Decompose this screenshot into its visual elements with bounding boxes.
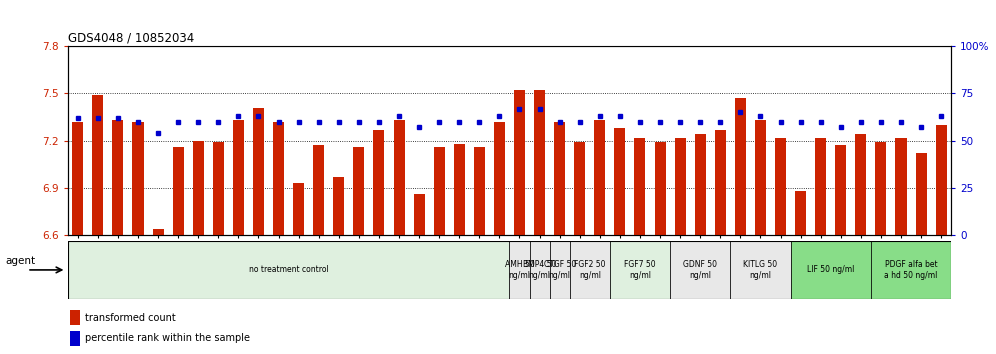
Bar xyxy=(534,90,545,235)
Text: percentile rank within the sample: percentile rank within the sample xyxy=(86,333,250,343)
Bar xyxy=(514,90,525,235)
Bar xyxy=(113,120,124,235)
Text: transformed count: transformed count xyxy=(86,313,176,323)
Bar xyxy=(895,138,906,235)
Text: BMP4 50
ng/ml: BMP4 50 ng/ml xyxy=(523,260,556,280)
Text: no treatment control: no treatment control xyxy=(249,266,329,274)
Bar xyxy=(856,135,867,235)
Bar xyxy=(152,229,163,235)
Bar xyxy=(71,310,81,325)
Text: GDS4048 / 10852034: GDS4048 / 10852034 xyxy=(68,32,194,45)
Bar xyxy=(494,122,505,235)
Bar xyxy=(715,130,726,235)
Bar xyxy=(313,145,325,235)
Bar xyxy=(509,241,530,299)
Bar xyxy=(68,241,509,299)
Bar xyxy=(93,95,104,235)
Bar xyxy=(815,138,827,235)
Bar xyxy=(374,130,384,235)
Text: FGF7 50
ng/ml: FGF7 50 ng/ml xyxy=(624,260,655,280)
Bar xyxy=(775,138,786,235)
Text: LIF 50 ng/ml: LIF 50 ng/ml xyxy=(807,266,855,274)
Bar xyxy=(795,191,806,235)
Bar xyxy=(273,122,284,235)
Bar xyxy=(454,144,465,235)
Bar xyxy=(670,241,730,299)
Bar xyxy=(132,122,143,235)
Bar xyxy=(233,120,244,235)
Bar xyxy=(875,142,886,235)
Bar xyxy=(530,241,550,299)
Bar xyxy=(71,331,81,346)
Bar xyxy=(595,120,606,235)
Bar xyxy=(735,98,746,235)
Bar xyxy=(253,108,264,235)
Bar xyxy=(213,142,224,235)
Bar xyxy=(674,138,685,235)
Bar xyxy=(615,128,625,235)
Bar xyxy=(935,125,946,235)
Text: PDGF alfa bet
a hd 50 ng/ml: PDGF alfa bet a hd 50 ng/ml xyxy=(884,260,937,280)
Bar xyxy=(393,120,404,235)
Bar xyxy=(413,194,424,235)
Bar xyxy=(293,183,304,235)
Bar xyxy=(474,147,485,235)
Bar xyxy=(836,145,847,235)
Text: agent: agent xyxy=(5,256,36,266)
Bar xyxy=(192,141,204,235)
Bar xyxy=(433,147,444,235)
Bar xyxy=(915,153,926,235)
Text: AMH 50
ng/ml: AMH 50 ng/ml xyxy=(505,260,535,280)
Bar xyxy=(554,122,565,235)
Bar xyxy=(755,120,766,235)
Text: KITLG 50
ng/ml: KITLG 50 ng/ml xyxy=(743,260,778,280)
Bar xyxy=(730,241,791,299)
Text: GDNF 50
ng/ml: GDNF 50 ng/ml xyxy=(683,260,717,280)
Bar xyxy=(694,135,706,235)
Bar xyxy=(610,241,670,299)
Bar xyxy=(634,138,645,235)
Bar xyxy=(871,241,951,299)
Bar xyxy=(575,142,586,235)
Bar xyxy=(73,122,84,235)
Text: CTGF 50
ng/ml: CTGF 50 ng/ml xyxy=(544,260,576,280)
Bar xyxy=(550,241,570,299)
Bar xyxy=(172,147,183,235)
Text: FGF2 50
ng/ml: FGF2 50 ng/ml xyxy=(574,260,606,280)
Bar xyxy=(334,177,345,235)
Bar xyxy=(791,241,871,299)
Bar xyxy=(570,241,610,299)
Bar xyxy=(354,147,365,235)
Bar xyxy=(654,142,665,235)
